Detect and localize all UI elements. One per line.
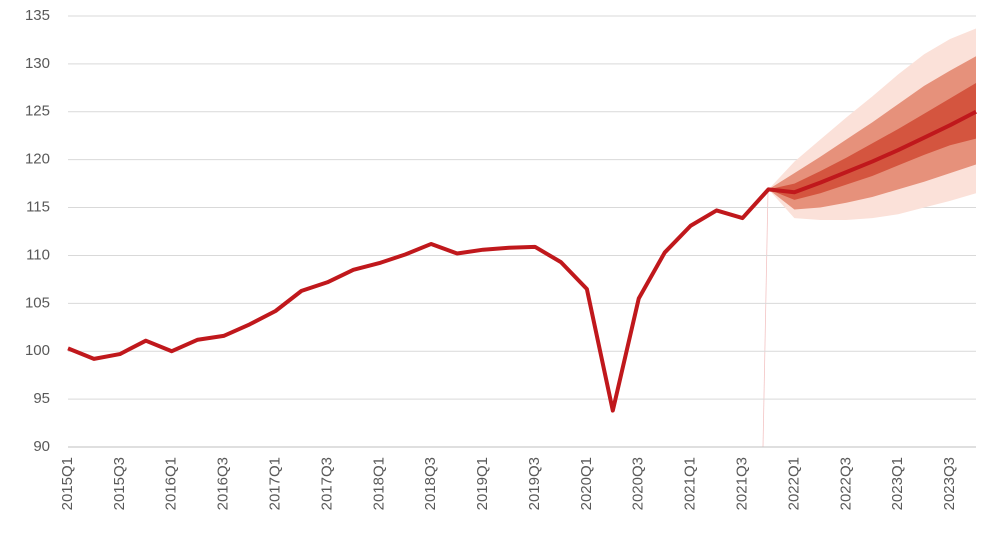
x-tick-label: 2015Q3 bbox=[111, 457, 128, 510]
y-tick-label: 110 bbox=[26, 246, 50, 263]
x-tick-label: 2020Q3 bbox=[630, 457, 647, 510]
x-tick-label: 2018Q1 bbox=[370, 457, 387, 510]
x-tick-label: 2020Q1 bbox=[578, 457, 595, 510]
y-tick-label: 135 bbox=[25, 7, 50, 24]
fan-band bbox=[768, 83, 976, 200]
y-tick-label: 125 bbox=[25, 103, 50, 120]
y-tick-label: 120 bbox=[25, 151, 50, 168]
series-line bbox=[67, 110, 977, 413]
y-tick-label: 90 bbox=[33, 438, 50, 455]
x-tick-label: 2016Q3 bbox=[215, 457, 232, 510]
y-tick-label: 105 bbox=[25, 294, 50, 311]
x-tick-label: 2021Q3 bbox=[733, 457, 750, 510]
forecast-start-line bbox=[762, 189, 769, 448]
y-tick-label: 95 bbox=[33, 390, 50, 407]
x-tick-label: 2019Q1 bbox=[474, 457, 491, 510]
x-tick-label: 2021Q1 bbox=[682, 457, 699, 510]
x-tick-label: 2017Q1 bbox=[267, 457, 284, 510]
y-tick-label: 100 bbox=[25, 342, 50, 359]
x-tick-label: 2017Q3 bbox=[318, 457, 335, 510]
x-tick-label: 2015Q1 bbox=[59, 457, 76, 510]
x-tick-label: 2018Q3 bbox=[422, 457, 439, 510]
x-tick-label: 2022Q1 bbox=[785, 457, 802, 510]
x-tick-label: 2023Q3 bbox=[941, 457, 958, 510]
y-tick-label: 130 bbox=[25, 55, 50, 72]
x-tick-label: 2019Q3 bbox=[526, 457, 543, 510]
x-tick-label: 2023Q1 bbox=[889, 457, 906, 510]
y-tick-label: 115 bbox=[26, 199, 50, 216]
x-tick-label: 2022Q3 bbox=[837, 457, 854, 510]
x-tick-label: 2016Q1 bbox=[163, 457, 180, 510]
